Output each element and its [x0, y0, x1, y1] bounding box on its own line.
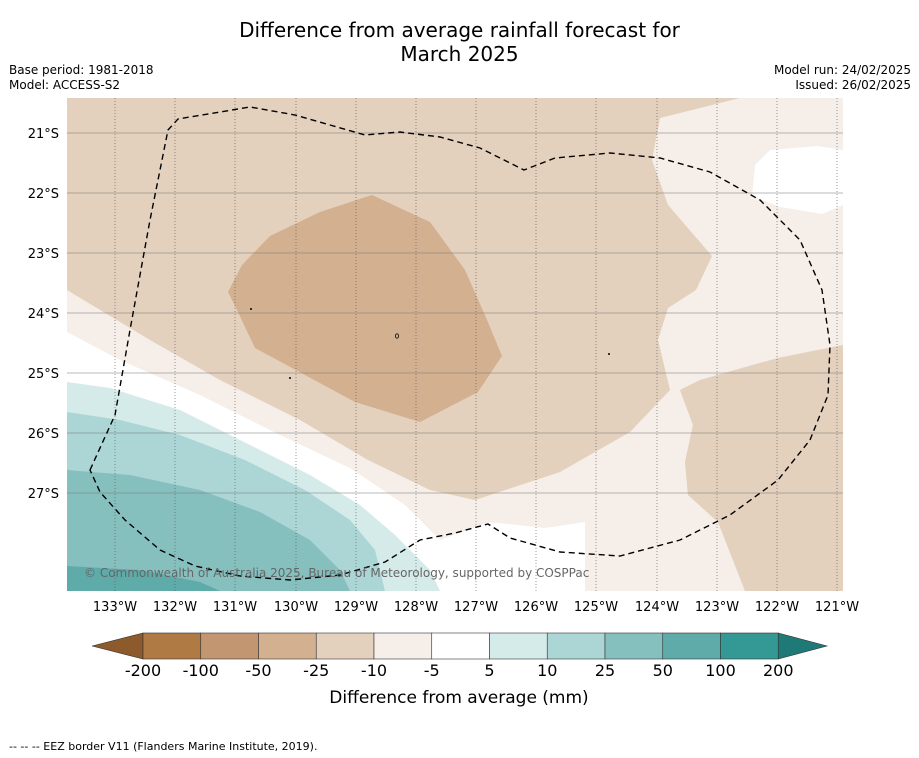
lon-label: 128°W: [394, 600, 438, 615]
colorbar-segment: [604, 632, 664, 660]
small-dot-2: [289, 377, 291, 379]
colorbar-label: Difference from average (mm): [329, 688, 588, 708]
lon-labels: 133°W 132°W 131°W 130°W 129°W 128°W 127°…: [93, 600, 859, 615]
colorbar-segment: [373, 632, 433, 660]
colorbar-tick-label: -5: [424, 661, 440, 680]
lat-label: 21°S: [28, 127, 59, 142]
lon-label: 131°W: [213, 600, 257, 615]
small-dot-4: [608, 353, 610, 355]
colorbar-segment: [142, 632, 202, 660]
contour-teal-25-50: [67, 470, 350, 591]
meta-left: Base period: 1981-2018 Model: ACCESS-S2: [9, 63, 154, 93]
title-line-2: March 2025: [400, 42, 519, 66]
eez-footnote: -- -- -- EEZ border V11 (Flanders Marine…: [9, 740, 318, 753]
contour-east-brown: [680, 345, 843, 591]
colorbar-arrow-left: [91, 632, 144, 660]
lon-label: 122°W: [755, 600, 799, 615]
colorbar-segment: [315, 632, 375, 660]
lon-label: 133°W: [93, 600, 137, 615]
small-dot-3: [394, 333, 399, 339]
colorbar-tick-label: 10: [537, 661, 557, 680]
colorbar-tick-label: 50: [653, 661, 673, 680]
contour-teal-50-100: [67, 566, 220, 591]
lat-label: 26°S: [28, 427, 59, 442]
colorbar-segment: [489, 632, 548, 660]
map-title: Difference from average rainfall forecas…: [0, 18, 919, 66]
lat-label: 27°S: [28, 487, 59, 502]
colorbar-tick-label: 5: [484, 661, 494, 680]
colorbar-segment: [546, 632, 606, 660]
meta-right: Model run: 24/02/2025 Issued: 26/02/2025: [774, 63, 911, 93]
colorbar-segment: [258, 632, 317, 660]
colorbar-segment: [200, 632, 259, 660]
colorbar-tick-label: -10: [361, 661, 387, 680]
model-run: Model run: 24/02/2025: [773, 63, 911, 77]
colorbar-tick-label: 200: [763, 661, 794, 680]
colorbar-segment: [662, 632, 721, 660]
title-line-1: Difference from average rainfall forecas…: [239, 18, 680, 42]
base-period: Base period: 1981-2018: [9, 63, 154, 77]
gridlines: [114, 98, 838, 591]
lon-label: 126°W: [514, 600, 558, 615]
lat-labels: 21°S 22°S 23°S 24°S 25°S 26°S 27°S: [28, 127, 59, 502]
lat-label: 23°S: [28, 247, 59, 262]
colorbar-tick-label: -100: [183, 661, 219, 680]
lon-label: 132°W: [153, 600, 197, 615]
contour-northeast-white: [752, 146, 843, 214]
colorbar-segment: [431, 632, 490, 660]
lon-label: 129°W: [334, 600, 378, 615]
contour-central-dark: [228, 195, 502, 422]
lon-label: 127°W: [454, 600, 498, 615]
lon-label: 124°W: [635, 600, 679, 615]
colorbar-tick-label: 100: [705, 661, 736, 680]
colorbar: -200 -100 -50 -25 -10 -5 5 10 25 50 100 200: [91, 632, 829, 680]
lon-label: 121°W: [815, 600, 859, 615]
copyright-text: © Commonwealth of Australia 2025, Bureau…: [84, 566, 589, 580]
issued-date: Issued: 26/02/2025: [795, 78, 911, 92]
colorbar-tick-label: -50: [245, 661, 271, 680]
lon-label: 123°W: [695, 600, 739, 615]
model-name: Model: ACCESS-S2: [9, 78, 121, 92]
lat-label: 22°S: [28, 187, 59, 202]
lat-label: 25°S: [28, 367, 59, 382]
small-dot-1: [250, 308, 252, 310]
gridlines-lat: [67, 132, 843, 494]
lon-label: 125°W: [574, 600, 618, 615]
lon-label: 130°W: [274, 600, 318, 615]
lat-label: 24°S: [28, 307, 59, 322]
colorbar-tick-label: 25: [595, 661, 615, 680]
colorbar-tick-label: -25: [303, 661, 329, 680]
colorbar-segment: [720, 632, 779, 660]
colorbar-tick-label: -200: [125, 661, 161, 680]
map-panel: © Commonwealth of Australia 2025, Bureau…: [67, 98, 843, 591]
colorbar-arrow-right: [777, 632, 829, 660]
